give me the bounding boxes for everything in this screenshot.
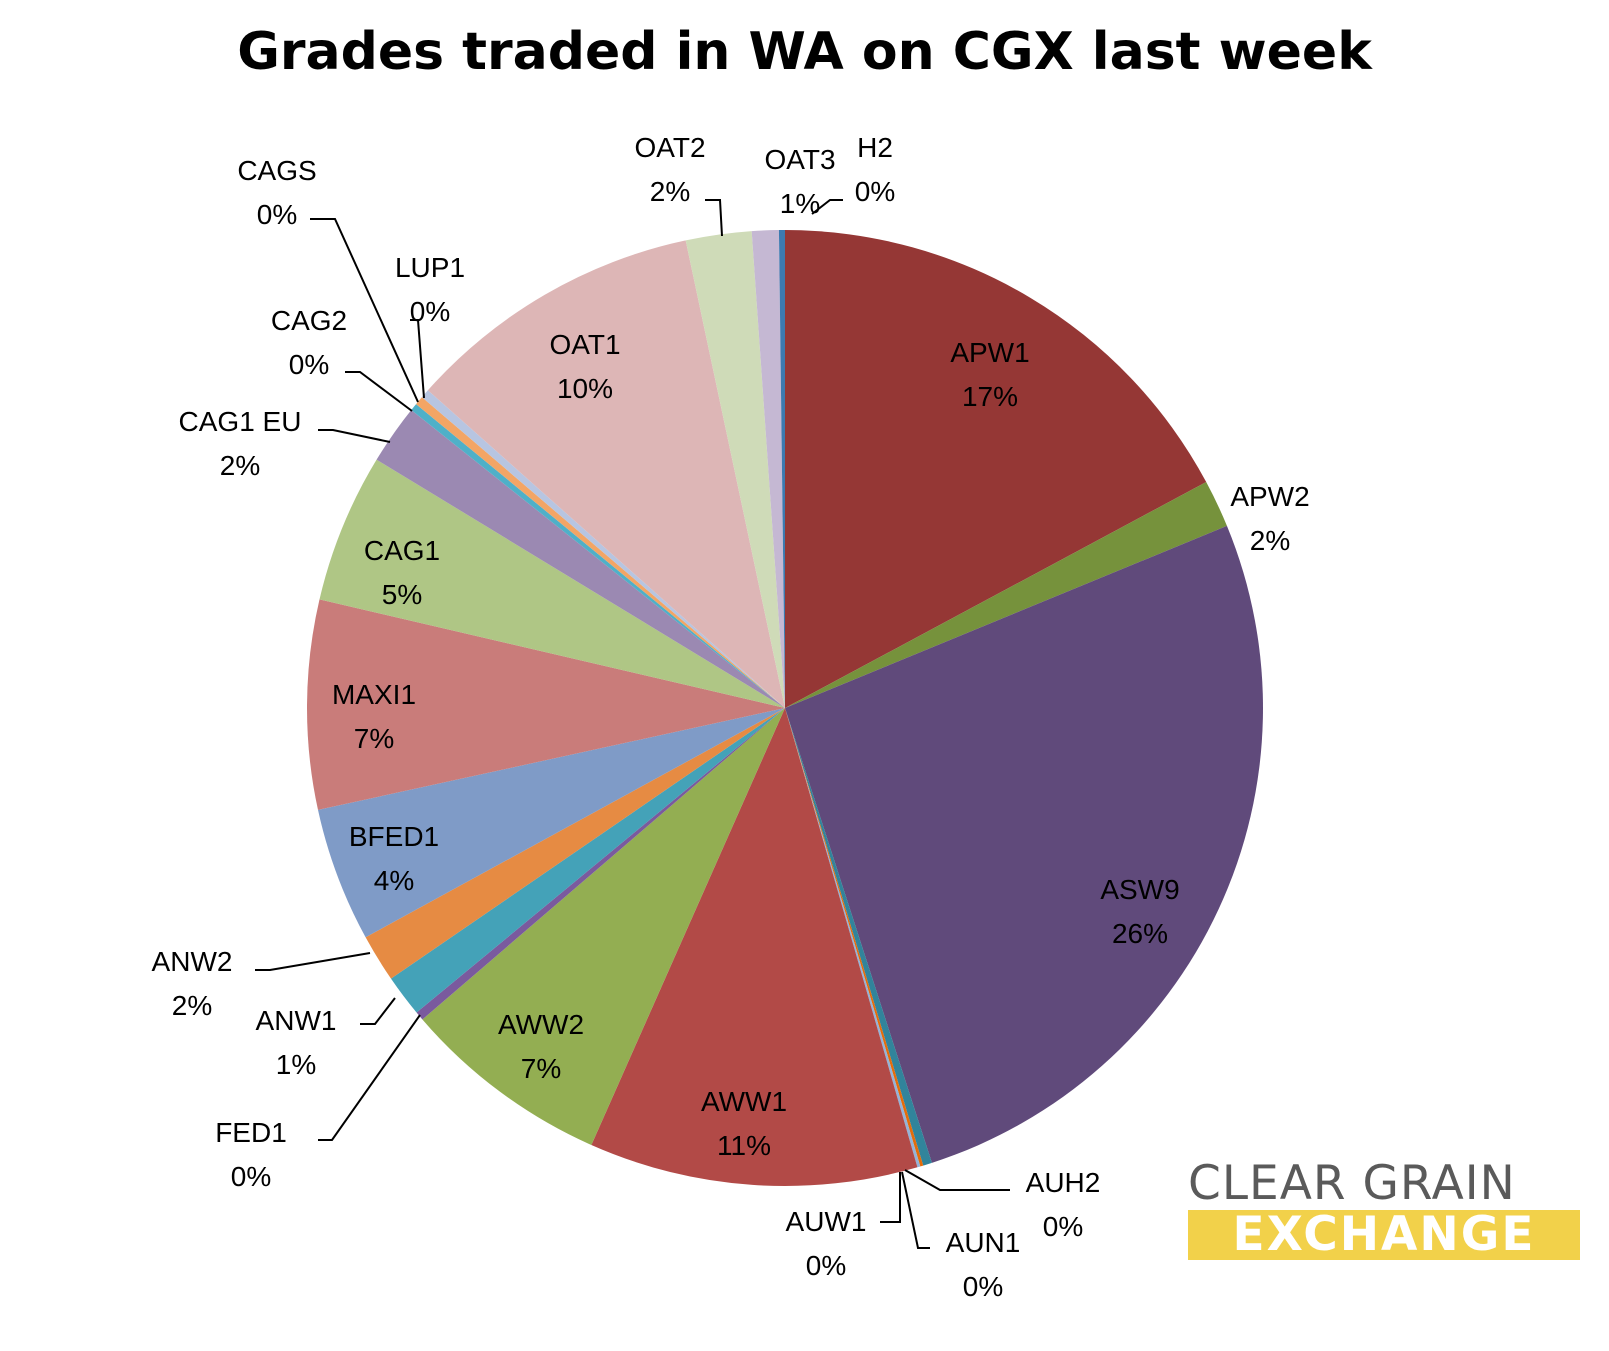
slice-label-percent: 0%	[257, 199, 297, 230]
slice-label-name: ANW2	[152, 946, 233, 977]
slice-label-name: CAGS	[237, 155, 316, 186]
slice-label-name: ANW1	[256, 1005, 337, 1036]
slice-label-name: CAG1 EU	[179, 406, 302, 437]
pie-slice-asw9	[785, 525, 1263, 1163]
slice-labels: APW1 17% APW2 2% ASW9 26% AUH2 0% AUN1 0% AUW1 0% AW…	[152, 132, 1310, 1302]
pie-slice-cag1	[319, 459, 785, 708]
logo-text-line2: EXCHANGE	[1188, 1210, 1580, 1260]
leader-line-anw1	[360, 997, 396, 1025]
pie-slice-h2	[778, 230, 785, 708]
slice-label-name: H2	[857, 132, 893, 163]
slice-label-name: OAT2	[634, 132, 705, 163]
slice-label-percent: 11%	[717, 1130, 771, 1161]
slice-label-name: AUH2	[1026, 1167, 1101, 1198]
pie-slice-lup1	[416, 397, 785, 708]
leader-line-cag2	[345, 371, 413, 412]
slice-label-percent: 0%	[410, 296, 450, 327]
pie-slice-auh2	[785, 708, 932, 1166]
pie-slice-aun1	[785, 708, 924, 1167]
slice-label-percent: 2%	[1250, 525, 1290, 556]
slice-label-percent: 10%	[557, 373, 613, 404]
slice-label-name: AWW1	[701, 1086, 787, 1117]
slice-label-percent: 5%	[382, 579, 422, 610]
slice-label-name: FED1	[215, 1117, 287, 1148]
slice-label-name: CAG2	[271, 305, 347, 336]
leader-lines	[255, 199, 1010, 1249]
pie-slice-auw1	[785, 708, 921, 1168]
pie-slices	[306, 230, 1263, 1186]
leader-line-lup1	[410, 319, 425, 399]
leader-line-auh2	[904, 1169, 1010, 1191]
slice-label-percent: 2%	[220, 450, 260, 481]
pie-slice-cags	[421, 390, 785, 708]
slice-label-name: AWW2	[498, 1009, 584, 1040]
pie-slice-aww1	[591, 708, 918, 1186]
pie-slice-aww2	[422, 708, 785, 1146]
pie-slice-apw2	[785, 482, 1227, 708]
pie-slice-cag1-eu	[376, 409, 785, 708]
slice-label-percent: 1%	[276, 1049, 316, 1080]
slice-label-name: BFED1	[349, 821, 439, 852]
leader-line-cags	[310, 218, 419, 403]
slice-label-percent: 0%	[1043, 1211, 1083, 1242]
slice-label-name: APW1	[950, 337, 1029, 368]
clear-grain-exchange-logo: CLEAR GRAIN EXCHANGE	[1188, 1160, 1580, 1260]
slice-label-percent: 0%	[963, 1271, 1003, 1302]
leader-line-auw1	[880, 1172, 901, 1223]
slice-label-name: ASW9	[1100, 874, 1179, 905]
pie-slice-fed1	[416, 708, 785, 1020]
slice-label-percent: 1%	[780, 188, 820, 219]
pie-slice-apw1	[785, 230, 1207, 708]
pie-slice-oat2	[685, 231, 785, 708]
pie-slice-oat1	[427, 240, 785, 708]
slice-label-name: CAG1	[364, 535, 440, 566]
slice-label-percent: 0%	[231, 1161, 271, 1192]
slice-label-percent: 7%	[521, 1053, 561, 1084]
leader-line-fed1	[318, 1014, 421, 1141]
leader-line-h2	[811, 199, 843, 215]
pie-slice-cag2	[411, 404, 785, 708]
slice-label-percent: 0%	[289, 349, 329, 380]
slice-label-name: OAT3	[764, 144, 835, 175]
pie-slice-bfed1	[317, 708, 785, 938]
pie-slice-maxi1	[306, 599, 785, 810]
pie-slice-anw1	[390, 708, 785, 1013]
slice-label-percent: 0%	[855, 176, 895, 207]
leader-line-cag1-eu	[318, 429, 391, 443]
leader-line-anw2	[255, 952, 371, 971]
pie-slice-oat3	[751, 230, 785, 709]
slice-label-percent: 7%	[354, 723, 394, 754]
logo-text-line1: CLEAR GRAIN	[1188, 1156, 1516, 1211]
slice-label-percent: 4%	[374, 865, 414, 896]
slice-label-name: AUW1	[786, 1206, 867, 1237]
slice-label-percent: 0%	[806, 1250, 846, 1281]
chart-title: Grades traded in WA on CGX last week	[237, 22, 1372, 82]
slice-label-name: AUN1	[946, 1227, 1021, 1258]
leader-line-oat2	[705, 199, 723, 237]
leader-line-aun1	[901, 1171, 930, 1249]
slice-label-name: OAT1	[549, 329, 620, 360]
slice-label-percent: 2%	[650, 176, 690, 207]
slice-label-name: MAXI1	[332, 679, 416, 710]
slice-label-percent: 2%	[172, 990, 212, 1021]
slice-label-percent: 17%	[962, 381, 1018, 412]
slice-label-name: APW2	[1230, 481, 1309, 512]
pie-slice-anw2	[365, 708, 785, 979]
slice-label-percent: 26%	[1112, 918, 1168, 949]
slice-label-name: LUP1	[395, 252, 465, 283]
